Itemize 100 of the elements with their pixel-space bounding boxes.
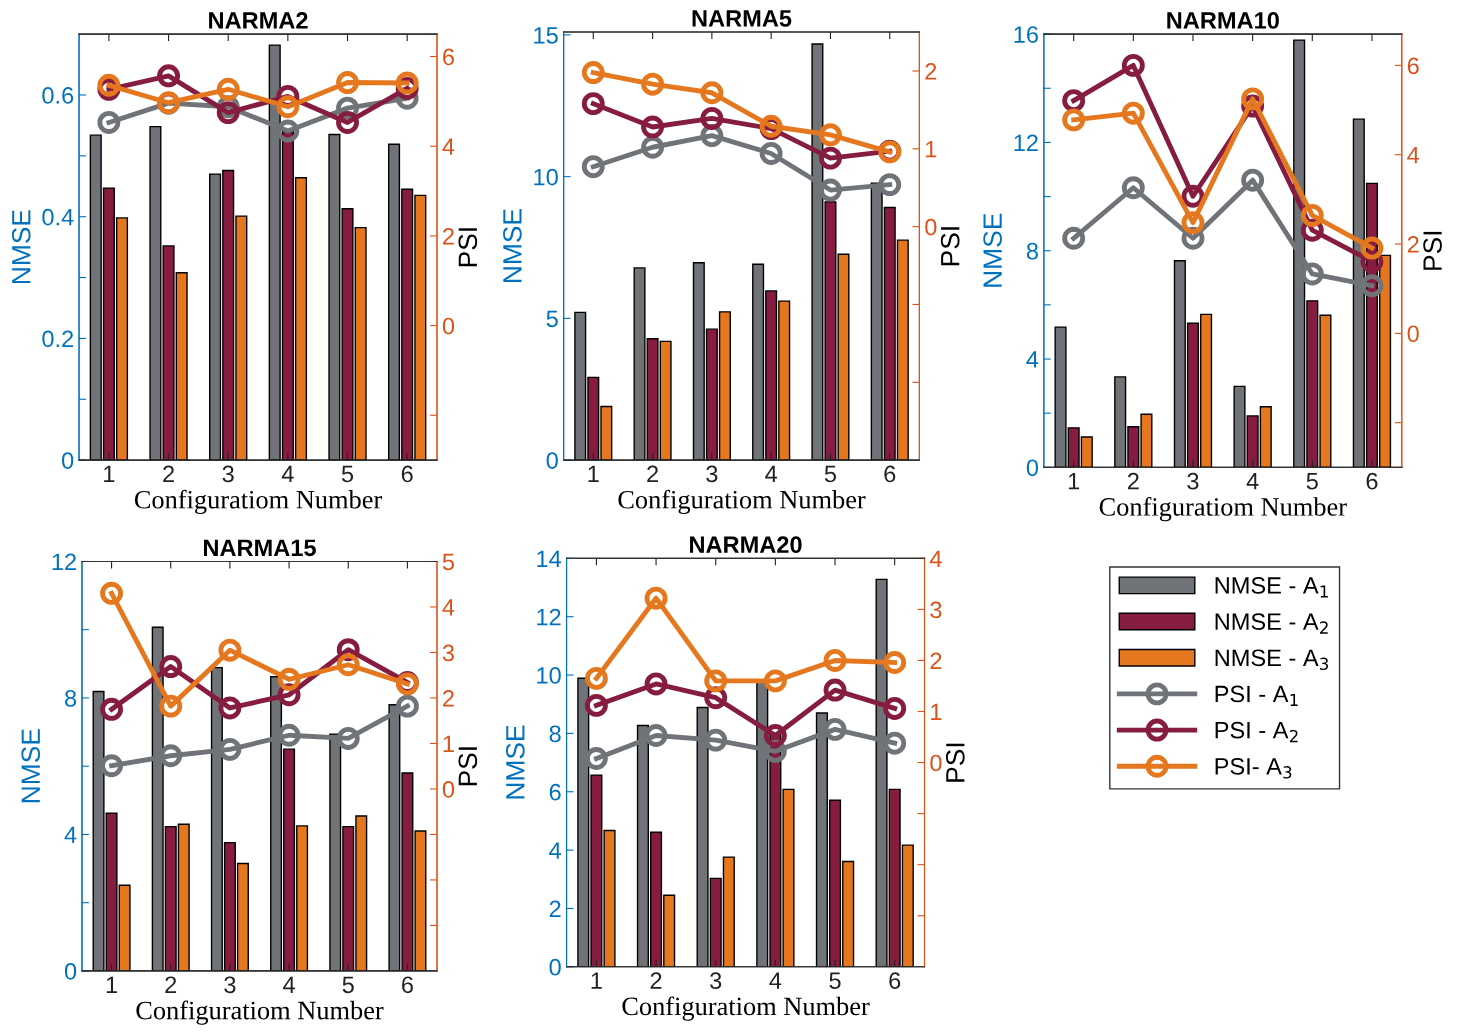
x-tick-label: 6 xyxy=(401,465,413,483)
y2-tick-label: 0 xyxy=(930,754,942,772)
x-tick-label: 4 xyxy=(1246,473,1259,490)
y2-tick-label: 2 xyxy=(1407,236,1419,253)
x-tick-label: 5 xyxy=(342,976,354,994)
x-axis-title: Configuratiom Number xyxy=(622,996,870,1021)
x-tick-label: 2 xyxy=(647,465,658,483)
y-axis-title: NMSE xyxy=(11,210,31,284)
y-tick-label: 2 xyxy=(549,900,561,917)
x-tick-label: 3 xyxy=(222,465,234,483)
y2-axis-title: PSI xyxy=(945,743,965,782)
x-tick-label: 1 xyxy=(106,976,117,993)
y-tick-label: 4 xyxy=(64,826,77,843)
x-axis-title: Configuratiom Number xyxy=(618,489,866,515)
chart-title: NARMA2 xyxy=(209,12,308,29)
y-tick-label: 8 xyxy=(65,690,77,707)
y-tick-label: 10 xyxy=(537,667,561,684)
y-tick-label: 0.4 xyxy=(42,208,74,226)
y2-tick-label: 2 xyxy=(443,227,454,245)
y-tick-label: 14 xyxy=(537,550,562,567)
y-axis-title: NMSE xyxy=(21,729,41,803)
legend-label: PSI- A$_{3}$ xyxy=(1215,757,1292,779)
x-axis-title: Configuratiom Number xyxy=(136,1000,384,1025)
x-tick-label: 3 xyxy=(710,972,722,989)
x-tick-label: 3 xyxy=(224,976,236,994)
y2-tick-label: 0 xyxy=(1407,325,1419,343)
y2-tick-label: 4 xyxy=(1407,147,1420,164)
y-tick-label: 8 xyxy=(1026,242,1038,260)
y2-tick-label: 1 xyxy=(926,141,937,158)
y2-tick-label: 4 xyxy=(929,550,942,567)
y-tick-label: 16 xyxy=(1014,26,1038,43)
y-tick-label: 12 xyxy=(1014,134,1038,151)
y2-tick-label: 0 xyxy=(442,781,455,798)
x-axis-title: Configuratiom Number xyxy=(1099,497,1347,522)
y2-tick-label: 4 xyxy=(442,138,455,155)
y-tick-label: 8 xyxy=(549,725,561,743)
y-tick-label: 4 xyxy=(549,842,562,859)
y-tick-label: 10 xyxy=(534,168,558,186)
y2-tick-label: 1 xyxy=(443,735,454,752)
x-tick-label: 5 xyxy=(824,465,837,483)
chart-title: NARMA15 xyxy=(204,539,316,557)
x-tick-label: 1 xyxy=(1068,473,1080,490)
x-tick-label: 5 xyxy=(341,465,354,483)
y2-tick-label: 2 xyxy=(925,63,937,80)
legend-label: NMSE - A$_{2}$ xyxy=(1215,613,1328,634)
y-axis-title: NMSE xyxy=(505,725,525,799)
y-axis-title: NMSE xyxy=(983,213,1002,287)
y2-tick-label: 3 xyxy=(442,644,454,662)
y2-axis-title: PSI xyxy=(1423,231,1442,270)
y2-tick-label: 6 xyxy=(1407,57,1419,75)
y2-tick-label: 0 xyxy=(442,317,455,335)
x-tick-label: 6 xyxy=(889,972,901,989)
x-tick-label: 4 xyxy=(281,465,294,483)
chart-title: NARMA5 xyxy=(692,10,792,27)
y2-axis-title: PSI xyxy=(458,228,478,267)
y2-tick-label: 4 xyxy=(442,599,455,616)
legend-label: NMSE - A$_{1}$ xyxy=(1215,577,1328,598)
y-tick-label: 0 xyxy=(1026,459,1039,477)
y-axis-title: NMSE xyxy=(503,209,522,283)
y-tick-label: 12 xyxy=(52,553,76,571)
x-tick-label: 4 xyxy=(769,972,782,989)
x-tick-label: 1 xyxy=(591,972,602,989)
x-tick-label: 6 xyxy=(884,465,896,483)
x-tick-label: 2 xyxy=(165,976,177,993)
x-tick-label: 2 xyxy=(163,465,174,483)
x-tick-label: 6 xyxy=(1366,472,1378,490)
y2-tick-label: 5 xyxy=(442,553,455,571)
y-tick-label: 0 xyxy=(61,452,74,469)
legend-label: PSI - A$_{1}$ xyxy=(1215,685,1298,706)
y-tick-label: 5 xyxy=(546,310,558,328)
y-tick-label: 15 xyxy=(534,27,558,44)
y-tick-label: 12 xyxy=(537,608,561,626)
y2-tick-label: 0 xyxy=(925,218,937,236)
x-axis-title: Configuratiom Number xyxy=(134,489,383,515)
legend-label: NMSE - A$_{3}$ xyxy=(1215,649,1329,671)
x-tick-label: 6 xyxy=(402,976,413,994)
y-tick-label: 0 xyxy=(64,962,77,980)
y-tick-label: 0 xyxy=(546,452,558,469)
y-tick-label: 0.6 xyxy=(42,87,74,104)
y-tick-label: 0.2 xyxy=(42,330,74,348)
y-tick-label: 0 xyxy=(549,958,561,976)
x-tick-label: 2 xyxy=(650,972,662,989)
y2-tick-label: 3 xyxy=(930,601,942,619)
x-tick-label: 5 xyxy=(829,972,841,989)
y-tick-label: 4 xyxy=(1026,351,1039,368)
chart-title: NARMA10 xyxy=(1167,12,1279,29)
x-tick-label: 1 xyxy=(588,465,599,483)
y2-tick-label: 2 xyxy=(930,652,942,670)
x-tick-label: 4 xyxy=(765,465,778,483)
x-tick-label: 1 xyxy=(104,465,115,483)
y2-tick-label: 1 xyxy=(931,703,942,721)
x-tick-label: 4 xyxy=(283,976,295,993)
y2-axis-title: PSI xyxy=(458,747,478,786)
x-tick-label: 5 xyxy=(1306,473,1318,490)
x-tick-label: 2 xyxy=(1127,472,1139,490)
y2-axis-title: PSI xyxy=(940,227,960,266)
y-tick-label: 6 xyxy=(549,783,561,801)
legend-label: PSI - A$_{2}$ xyxy=(1215,721,1298,743)
x-tick-label: 3 xyxy=(706,465,718,483)
x-tick-label: 3 xyxy=(1187,472,1199,490)
